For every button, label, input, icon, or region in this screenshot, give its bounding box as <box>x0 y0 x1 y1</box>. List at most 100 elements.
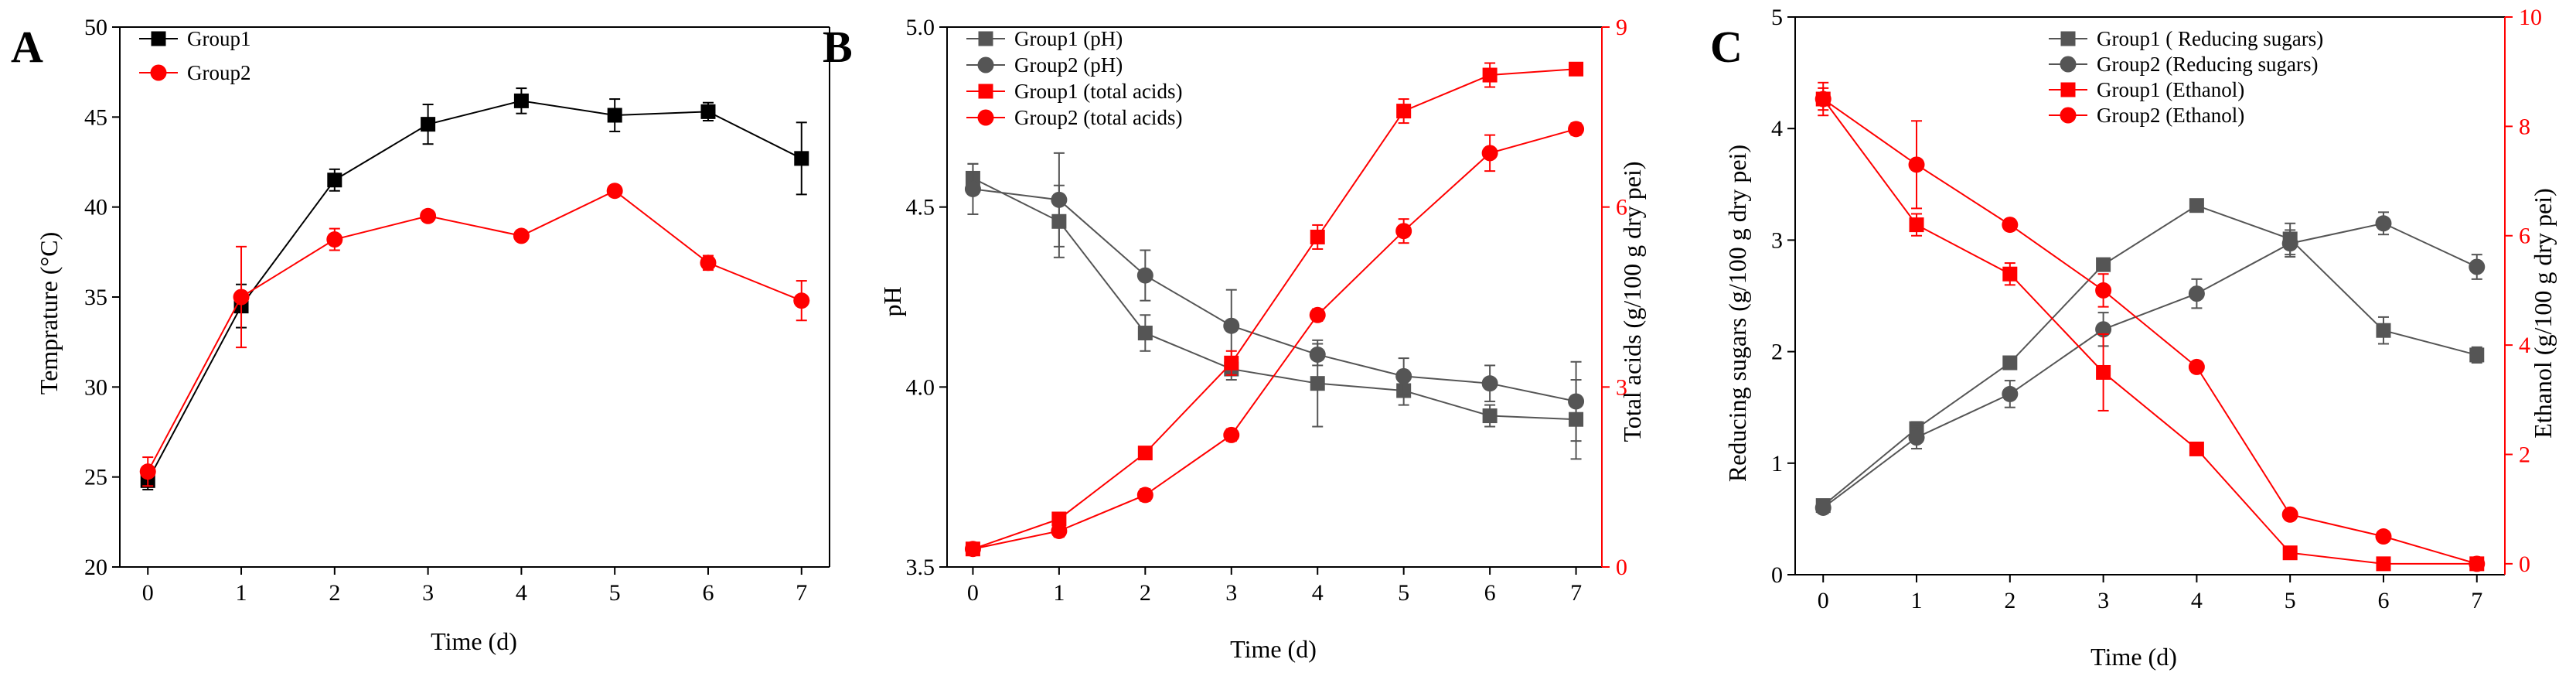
panel-b-series-4-point <box>1136 487 1153 504</box>
panel-c-series-1 <box>1815 198 2485 514</box>
panel-c-series-2-point <box>2188 285 2205 302</box>
panel-b-series-2-point <box>1136 267 1153 284</box>
panel-c-legend-label: Group1 (Ethanol) <box>2097 78 2244 101</box>
panel-c-right-tick-label: 2 <box>2519 442 2530 467</box>
panel-b-series-4-line <box>973 128 1576 550</box>
panel-c-series-1-point <box>2376 323 2391 338</box>
panel-c-series-3-point <box>2376 556 2391 572</box>
panel-c-legend-marker <box>2060 107 2077 124</box>
panel-c-legend-label: Group2 (Reducing sugars) <box>2097 53 2318 76</box>
panel-a-legend-marker <box>150 64 167 81</box>
panel-b-y-axis-title: pH <box>878 286 906 316</box>
panel-a-series-2-point <box>700 254 717 271</box>
panel-c-y-axis-title: Reducing sugars (g/100 g dry pei) <box>1723 145 1751 482</box>
panel-b-y-tick-label: 3.5 <box>906 555 935 580</box>
panel-b-x-tick-label: 0 <box>967 580 979 606</box>
panel-a-legend: Group1 Group2 <box>139 27 251 84</box>
panel-b-legend-marker <box>977 109 994 126</box>
panel-c-series-4-point <box>2281 506 2298 523</box>
panel-c-series-4-point <box>1908 156 1925 173</box>
panel-c-y-tick-label: 4 <box>1771 116 1783 142</box>
panel-b-y-tick-label: 4.5 <box>906 195 935 220</box>
panel-b-series-4-point <box>1309 306 1326 323</box>
panel-a-x-tick-label: 1 <box>236 580 247 606</box>
panel-b-series-2-point <box>1481 375 1498 392</box>
panel-c-right-tick-label: 8 <box>2519 114 2530 139</box>
panel-a-y-tick-label: 20 <box>84 555 107 580</box>
panel-c-series-2-point <box>2375 215 2392 232</box>
panel-b-series-4-point <box>1395 223 1412 240</box>
panel-b-series-2-point <box>964 180 981 197</box>
panel-c-series-3-point <box>1909 217 1924 233</box>
panel-a-x-axis-title: Time (d) <box>431 627 517 655</box>
panel-c-series-2-point <box>1814 499 1831 516</box>
panel-b-series-3-point <box>1137 446 1153 461</box>
panel-b-y-tick-label: 5.0 <box>906 15 935 40</box>
panel-c-series-4-line <box>1822 98 2478 565</box>
panel-c-series-3-line <box>1822 98 2477 565</box>
panel-c-series-4-point <box>1814 90 1831 108</box>
panel-c-right-tick-label: 4 <box>2519 333 2530 358</box>
panel-c-x-tick-label: 4 <box>2191 588 2203 613</box>
panel-a-x-tick-label: 0 <box>142 580 154 606</box>
panel-b-series-2-point <box>1309 346 1326 363</box>
panel-c-series-4-point <box>2188 358 2205 375</box>
panel-a-x-tick-label: 6 <box>702 580 714 606</box>
panel-a-series-2-point <box>606 183 623 200</box>
panel-a-series-1-line <box>147 100 802 481</box>
panel-b-series-2-line <box>973 188 1576 402</box>
panel-b-y-tick-label: 4.0 <box>906 374 935 400</box>
panel-b-series-3 <box>965 61 1584 557</box>
panel-c-x-tick-label: 6 <box>2377 588 2389 613</box>
panel-b-legend: Group1 (pH) Group2 (pH) Group1 (total acid… <box>966 27 1182 129</box>
panel-a-y-tick-label: 45 <box>84 104 107 130</box>
panel-a-series-1-point <box>327 172 342 188</box>
panel-c: C Time (d) Reducing sugars (g/100 g dry … <box>1710 22 2557 671</box>
panel-b-legend-label: Group2 (total acids) <box>1014 106 1182 129</box>
panel-b-series-4-point <box>1481 145 1498 162</box>
panel-letter-a: A <box>11 22 43 72</box>
panel-b-legend-label: Group1 (pH) <box>1014 27 1123 50</box>
panel-c-series-4-point <box>2095 282 2112 299</box>
panel-a-series-2-point <box>513 227 530 244</box>
panel-a-x-tick-label: 3 <box>422 580 434 606</box>
panel-a-y-tick-label: 35 <box>84 285 107 310</box>
panel-a-series-2-point <box>793 292 810 309</box>
panel-b-x-tick-label: 7 <box>1570 580 1582 606</box>
panel-b-right-axis-title: Total acids (g/100 g dry pei) <box>1618 162 1646 442</box>
panel-c-series-2-point <box>1908 429 1925 446</box>
panel-c-right-tick-label: 6 <box>2519 224 2530 249</box>
panel-letter-b: B <box>823 22 853 72</box>
panel-c-right-tick-label: 0 <box>2519 552 2530 577</box>
panel-c-series-3-point <box>2096 364 2111 380</box>
panel-c-right-tick-label: 10 <box>2519 5 2542 30</box>
panel-a-legend-label: Group2 <box>187 61 251 84</box>
panel-b-series-2-point <box>1223 317 1240 334</box>
panel-b-series-4-point <box>1051 522 1068 539</box>
panel-b-x-axis-title: Time (d) <box>1230 635 1317 663</box>
panel-c-y-tick-label: 1 <box>1771 451 1783 476</box>
panel-c-x-tick-label: 3 <box>2097 588 2109 613</box>
panel-b-right-tick-label: 9 <box>1616 15 1627 40</box>
panel-c-series-2 <box>1814 211 2486 516</box>
panel-b-x-tick-label: 2 <box>1140 580 1151 606</box>
panel-c-legend-marker <box>2060 31 2076 46</box>
panel-b-series-3-point <box>1310 229 1325 244</box>
panel-a-series-1-point <box>421 117 436 132</box>
panel-c-series-1-point <box>2002 355 2018 371</box>
panel-b-series-4-point <box>964 541 981 558</box>
panel-b-series-3-point <box>1569 61 1584 77</box>
panel-a-series-2 <box>139 183 810 487</box>
panel-b-right-tick-label: 0 <box>1616 555 1627 580</box>
panel-c-series-2-line <box>1822 222 2478 509</box>
panel-c-right-axis-title: Ethanol (g/100 g dry pei) <box>2529 188 2557 438</box>
panel-b-x-tick-label: 1 <box>1053 580 1065 606</box>
panel-b: B Time (d) pH Total acids (g/100 g dry p… <box>823 22 1646 663</box>
panel-a-series-2-line <box>147 190 802 473</box>
panel-c-legend-label: Group2 (Ethanol) <box>2097 104 2244 127</box>
panel-a-x-tick-label: 5 <box>609 580 621 606</box>
panel-b-right-tick-label: 3 <box>1616 374 1627 400</box>
panel-a-y-axis-title: Temprature (°C) <box>35 232 63 394</box>
panel-b-series-3-point <box>1396 104 1412 119</box>
